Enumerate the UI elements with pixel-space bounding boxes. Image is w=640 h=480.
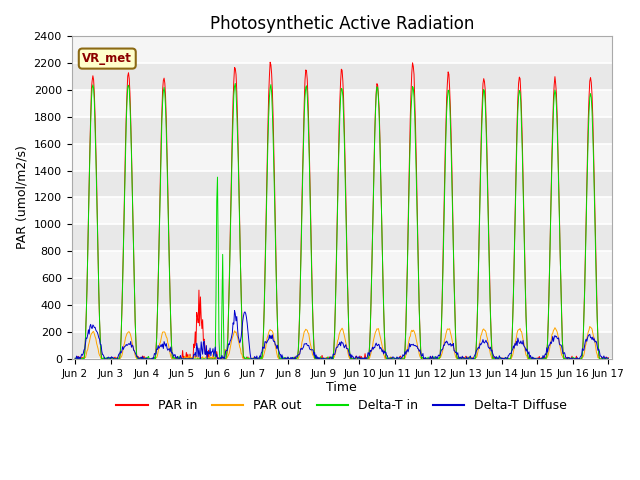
PAR out — [586, 324, 594, 329]
Delta-T Diffuse — [81, 346, 88, 352]
PAR in — [423, 356, 431, 362]
Bar — [72, 332, 612, 359]
Bar — [72, 63, 612, 90]
PAR out — [190, 354, 198, 360]
PAR out — [605, 355, 612, 361]
Delta-T Diffuse — [605, 356, 612, 362]
PAR in — [136, 355, 143, 360]
Line: PAR in: PAR in — [75, 62, 609, 359]
PAR out — [218, 356, 226, 362]
X-axis label: Time: Time — [326, 382, 357, 395]
Delta-T in — [71, 355, 79, 361]
Bar — [72, 170, 612, 197]
Bar — [72, 117, 612, 144]
Line: Delta-T Diffuse: Delta-T Diffuse — [75, 311, 609, 359]
Line: Delta-T in: Delta-T in — [75, 84, 609, 359]
Delta-T Diffuse — [423, 356, 431, 362]
PAR in — [407, 88, 415, 94]
PAR out — [81, 355, 88, 360]
Bar — [72, 36, 612, 63]
Title: Photosynthetic Active Radiation: Photosynthetic Active Radiation — [209, 15, 474, 33]
Y-axis label: PAR (umol/m2/s): PAR (umol/m2/s) — [15, 145, 28, 250]
Bar — [72, 278, 612, 305]
Delta-T in — [72, 356, 79, 362]
PAR out — [406, 334, 414, 339]
Line: PAR out: PAR out — [75, 326, 609, 359]
PAR in — [81, 351, 88, 357]
Delta-T Diffuse — [136, 355, 143, 361]
PAR in — [605, 355, 612, 360]
Bar — [72, 251, 612, 278]
Bar — [72, 144, 612, 170]
PAR in — [71, 356, 79, 362]
Bar — [72, 305, 612, 332]
Delta-T Diffuse — [407, 342, 415, 348]
PAR in — [266, 60, 274, 65]
PAR out — [422, 356, 429, 362]
Delta-T in — [136, 356, 144, 362]
Bar — [72, 197, 612, 224]
Delta-T in — [191, 356, 198, 362]
PAR out — [71, 356, 79, 362]
Delta-T Diffuse — [218, 352, 226, 358]
Delta-T Diffuse — [230, 308, 238, 313]
Delta-T Diffuse — [190, 351, 198, 357]
Legend: PAR in, PAR out, Delta-T in, Delta-T Diffuse: PAR in, PAR out, Delta-T in, Delta-T Dif… — [111, 394, 572, 417]
Delta-T in — [82, 336, 90, 341]
Bar — [72, 224, 612, 251]
Delta-T in — [605, 356, 612, 362]
Delta-T in — [232, 81, 239, 86]
PAR in — [218, 354, 226, 360]
Delta-T in — [219, 252, 227, 257]
Delta-T in — [408, 94, 415, 99]
Delta-T in — [424, 356, 431, 361]
Text: VR_met: VR_met — [83, 52, 132, 65]
PAR in — [190, 341, 198, 347]
Bar — [72, 90, 612, 117]
Delta-T Diffuse — [71, 356, 79, 362]
PAR out — [136, 356, 143, 361]
